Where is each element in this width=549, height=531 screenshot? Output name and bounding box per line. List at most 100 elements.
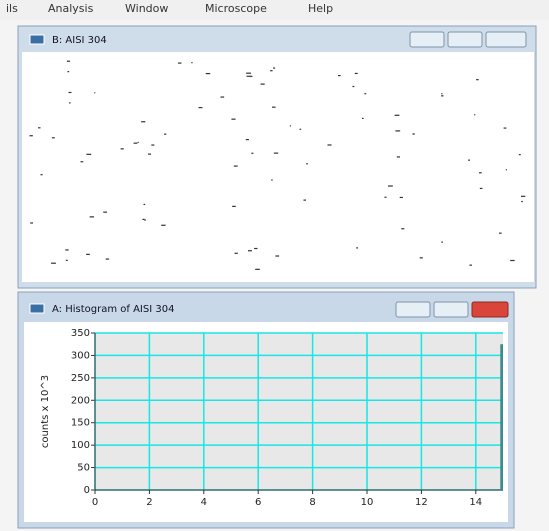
speck <box>81 161 84 162</box>
window-icon <box>30 35 44 44</box>
speck <box>141 121 145 122</box>
speck <box>103 212 107 213</box>
speck <box>246 73 251 74</box>
speck <box>52 137 55 138</box>
speck <box>65 249 68 250</box>
speck <box>300 129 302 130</box>
speck <box>362 118 364 119</box>
close-button[interactable] <box>472 302 508 317</box>
y-tick-label: 150 <box>71 418 90 429</box>
speck <box>395 115 400 116</box>
x-tick-label: 12 <box>415 497 428 508</box>
speck <box>191 62 192 63</box>
close-button[interactable] <box>486 32 526 47</box>
speck <box>69 102 71 103</box>
speck <box>148 154 151 155</box>
speck <box>441 242 443 243</box>
speck <box>261 84 265 85</box>
minimize-button[interactable] <box>396 302 430 317</box>
y-tick-label: 0 <box>84 485 90 496</box>
x-tick-label: 10 <box>361 497 374 508</box>
speck <box>232 206 236 207</box>
speck <box>90 216 94 217</box>
window-title: A: Histogram of AISI 304 <box>52 304 174 315</box>
speck <box>306 163 308 164</box>
speck <box>395 130 400 131</box>
speck <box>151 144 154 145</box>
minimize-button[interactable] <box>410 32 444 47</box>
speck <box>441 93 442 94</box>
speck <box>441 95 443 96</box>
speck <box>397 156 400 157</box>
window-icon <box>30 304 44 313</box>
speck <box>364 93 366 94</box>
speck <box>479 172 482 173</box>
speck <box>251 153 253 154</box>
x-tick-label: 6 <box>255 497 261 508</box>
speck <box>270 70 272 71</box>
speck <box>400 197 403 198</box>
speck <box>474 114 475 115</box>
speck <box>352 86 354 87</box>
speck <box>254 248 257 249</box>
speck <box>480 188 483 189</box>
speck <box>275 255 279 256</box>
speck <box>235 253 238 254</box>
maximize-button[interactable] <box>448 32 482 47</box>
y-tick-label: 100 <box>71 440 90 451</box>
speck <box>401 228 404 229</box>
speck <box>231 119 235 120</box>
speck <box>246 139 249 140</box>
y-tick-label: 250 <box>71 373 90 384</box>
speck <box>521 196 525 197</box>
speck <box>66 260 68 261</box>
speck <box>255 269 260 270</box>
speck <box>206 73 211 74</box>
speck <box>164 134 166 135</box>
speck <box>272 107 276 108</box>
speck <box>67 71 69 72</box>
speck <box>506 169 507 170</box>
x-tick-label: 4 <box>201 497 207 508</box>
speck <box>138 142 139 143</box>
speck <box>178 62 181 63</box>
speck <box>199 107 203 108</box>
speck <box>30 222 33 223</box>
speck <box>67 61 70 62</box>
x-tick-label: 2 <box>146 497 152 508</box>
maximize-button[interactable] <box>434 302 468 317</box>
speck <box>40 174 42 175</box>
speck <box>521 201 523 202</box>
y-tick-label: 50 <box>77 463 90 474</box>
speck <box>356 247 358 248</box>
speck <box>468 160 470 161</box>
speck <box>303 200 306 201</box>
speck <box>86 154 91 155</box>
menu-item[interactable]: Help <box>308 2 333 15</box>
x-tick-label: 8 <box>309 497 315 508</box>
speck <box>510 260 514 261</box>
menu-item[interactable]: Microscope <box>205 2 267 15</box>
menu-item[interactable]: Window <box>125 2 168 15</box>
speck <box>38 127 40 128</box>
y-axis-label: counts x 10^3 <box>40 375 51 448</box>
window-title: B: AISI 304 <box>52 35 107 46</box>
y-tick-label: 350 <box>71 328 90 339</box>
menu-item[interactable]: Analysis <box>48 2 94 15</box>
speck <box>220 96 224 97</box>
image-view <box>22 52 534 282</box>
speck <box>144 204 146 205</box>
menu-item[interactable]: ils <box>6 2 18 15</box>
speck <box>51 263 56 264</box>
plot-area <box>95 333 503 490</box>
speck <box>519 154 521 155</box>
speck <box>234 165 238 166</box>
speck <box>247 76 252 77</box>
speck <box>271 179 272 180</box>
speck <box>94 92 95 93</box>
speck <box>290 125 291 126</box>
speck <box>384 197 386 198</box>
speck <box>161 225 165 226</box>
speck <box>499 233 502 234</box>
speck <box>142 219 144 220</box>
